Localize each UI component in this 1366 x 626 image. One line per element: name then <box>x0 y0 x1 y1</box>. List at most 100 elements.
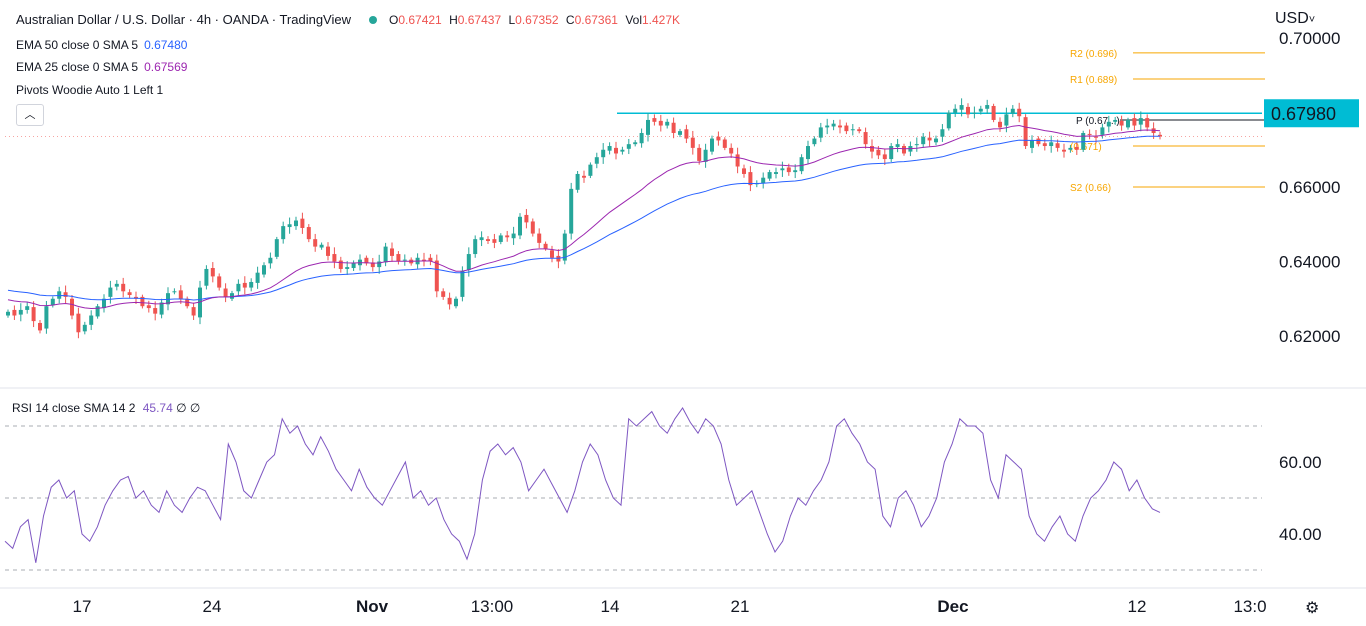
candle-body <box>626 144 631 149</box>
symbol-title[interactable]: Australian Dollar / U.S. Dollar · 4h · O… <box>16 12 351 27</box>
time-axis-label: 14 <box>601 597 620 616</box>
candle-body <box>966 106 970 115</box>
candle-body <box>953 108 958 113</box>
currency-selector[interactable]: USD˅ <box>1275 10 1316 27</box>
candle-body <box>370 262 375 268</box>
candle-body <box>991 105 996 120</box>
candle-body <box>262 265 266 275</box>
candle-body <box>454 298 458 307</box>
candle-body <box>498 235 503 242</box>
candle-body <box>50 298 55 306</box>
candle-body <box>390 248 394 256</box>
candle-body <box>850 129 855 131</box>
candle-body <box>230 293 234 299</box>
time-axis-label: Dec <box>937 597 968 616</box>
candle-body <box>479 237 484 241</box>
ema25-legend[interactable]: EMA 25 close 0 SMA 5 0.67569 <box>16 60 188 74</box>
candle-body <box>1055 143 1060 148</box>
candle-body <box>658 120 663 126</box>
candle-body <box>729 147 734 154</box>
candle-body <box>1094 136 1098 138</box>
candle-body <box>1010 108 1015 114</box>
candle-body <box>89 315 94 325</box>
candle-body <box>210 268 215 277</box>
candle-body <box>127 292 132 296</box>
candle-body <box>255 272 260 283</box>
candle-body <box>1068 147 1073 150</box>
candle-body <box>722 139 727 148</box>
candle-body <box>978 108 983 112</box>
candle-body <box>1042 143 1047 147</box>
time-axis-label: 13:0 <box>1233 597 1266 616</box>
pivot-label-s1: (0.671) <box>1070 142 1102 153</box>
candle-body <box>326 246 330 256</box>
candle-body <box>825 125 830 128</box>
candle-body <box>25 306 30 310</box>
candle-body <box>102 298 106 309</box>
candle-body <box>204 268 209 286</box>
candle-body <box>671 122 676 133</box>
candle-body <box>550 250 554 258</box>
ema25-line <box>7 124 1161 310</box>
time-axis-label: 21 <box>731 597 750 616</box>
candle-body <box>524 214 529 223</box>
candle-body <box>902 146 906 154</box>
candle-body <box>300 218 305 228</box>
candle-body <box>1145 118 1150 128</box>
candle-body <box>601 149 606 158</box>
gear-icon[interactable]: ⚙ <box>1305 600 1320 617</box>
rsi-line <box>4 407 1161 563</box>
candle-body <box>914 144 919 146</box>
candle-body <box>466 254 471 270</box>
candle-body <box>31 307 36 322</box>
candle-body <box>1113 119 1118 122</box>
candle-body <box>882 154 887 160</box>
candle-body <box>569 188 574 234</box>
candle-body <box>594 157 599 164</box>
candle-body <box>383 246 388 263</box>
candle-body <box>1132 118 1137 126</box>
candle-body <box>44 306 49 329</box>
candle-body <box>249 281 254 288</box>
candle-body <box>652 118 657 122</box>
candle-body <box>831 123 836 127</box>
candle-body <box>236 283 241 292</box>
candle-body <box>940 129 945 137</box>
ema50-legend[interactable]: EMA 50 close 0 SMA 5 0.67480 <box>16 38 188 52</box>
rsi-legend[interactable]: RSI 14 close SMA 14 2 45.74 ∅ ∅ <box>12 401 201 415</box>
candle-body <box>972 112 977 114</box>
pivots-legend[interactable]: Pivots Woodie Auto 1 Left 1 <box>16 83 164 97</box>
chevron-up-icon: ︿ <box>24 109 36 121</box>
candle-body <box>518 216 522 236</box>
candle-body <box>313 239 318 247</box>
candle-body <box>863 132 868 145</box>
candle-body <box>396 254 401 262</box>
candle-body <box>793 170 798 173</box>
candle-body <box>511 233 516 239</box>
candle-body <box>786 167 791 173</box>
candle-body <box>946 112 951 129</box>
candle-body <box>159 302 164 315</box>
candle-body <box>537 233 542 243</box>
candle-body <box>345 267 350 269</box>
candle-body <box>242 282 247 288</box>
candle-body <box>70 298 74 316</box>
candle-body <box>18 309 23 315</box>
candle-body <box>998 121 1002 128</box>
candle-body <box>114 283 119 287</box>
candle-body <box>767 172 772 179</box>
candle-body <box>639 132 644 144</box>
candle-body <box>146 305 151 309</box>
candle-body <box>1036 138 1041 145</box>
candle-body <box>287 224 292 228</box>
collapse-legend-button[interactable]: ︿ <box>16 104 44 126</box>
candle-body <box>921 136 926 145</box>
candle-body <box>562 233 567 261</box>
market-status-icon <box>369 15 377 24</box>
candle-body <box>934 138 938 143</box>
time-axis-label: 13:00 <box>471 597 514 616</box>
candle-body <box>1158 134 1162 137</box>
candle-body <box>543 243 548 249</box>
candle-body <box>1074 146 1079 150</box>
